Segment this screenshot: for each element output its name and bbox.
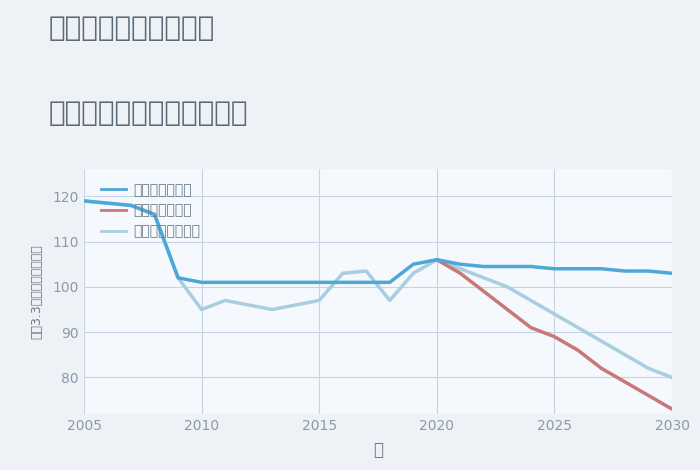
- ノーマルシナリオ: [550, 311, 559, 317]
- ノーマルシナリオ: [127, 203, 135, 208]
- ノーマルシナリオ: [480, 275, 488, 281]
- ノーマルシナリオ: [597, 338, 606, 344]
- グッドシナリオ: [174, 275, 182, 281]
- ノーマルシナリオ: [339, 270, 347, 276]
- ノーマルシナリオ: [244, 302, 253, 308]
- ノーマルシナリオ: [221, 298, 230, 303]
- ノーマルシナリオ: [291, 302, 300, 308]
- グッドシナリオ: [456, 261, 465, 267]
- ノーマルシナリオ: [362, 268, 370, 274]
- ノーマルシナリオ: [526, 298, 535, 303]
- グッドシナリオ: [597, 266, 606, 272]
- ノーマルシナリオ: [197, 307, 206, 313]
- ノーマルシナリオ: [644, 366, 652, 371]
- バッドシナリオ: [597, 366, 606, 371]
- バッドシナリオ: [503, 307, 512, 313]
- グッドシナリオ: [409, 261, 417, 267]
- バッドシナリオ: [456, 270, 465, 276]
- Line: ノーマルシナリオ: ノーマルシナリオ: [84, 201, 672, 377]
- バッドシナリオ: [621, 379, 629, 385]
- ノーマルシナリオ: [668, 375, 676, 380]
- バッドシナリオ: [574, 347, 582, 353]
- ノーマルシナリオ: [456, 266, 465, 272]
- グッドシナリオ: [433, 257, 441, 263]
- グッドシナリオ: [268, 280, 277, 285]
- ノーマルシナリオ: [409, 270, 417, 276]
- ノーマルシナリオ: [315, 298, 323, 303]
- ノーマルシナリオ: [621, 352, 629, 358]
- バッドシナリオ: [644, 392, 652, 398]
- ノーマルシナリオ: [574, 325, 582, 330]
- グッドシナリオ: [574, 266, 582, 272]
- グッドシナリオ: [621, 268, 629, 274]
- グッドシナリオ: [315, 280, 323, 285]
- ノーマルシナリオ: [503, 284, 512, 290]
- Y-axis label: 坪（3.3㎡）単価（万円）: 坪（3.3㎡）単価（万円）: [31, 244, 43, 339]
- グッドシナリオ: [80, 198, 88, 204]
- バッドシナリオ: [433, 257, 441, 263]
- ノーマルシナリオ: [433, 257, 441, 263]
- グッドシナリオ: [644, 268, 652, 274]
- グッドシナリオ: [221, 280, 230, 285]
- グッドシナリオ: [150, 212, 159, 217]
- グッドシナリオ: [127, 203, 135, 208]
- バッドシナリオ: [550, 334, 559, 339]
- ノーマルシナリオ: [386, 298, 394, 303]
- Line: バッドシナリオ: バッドシナリオ: [437, 260, 672, 409]
- グッドシナリオ: [339, 280, 347, 285]
- グッドシナリオ: [480, 264, 488, 269]
- バッドシナリオ: [480, 289, 488, 294]
- グッドシナリオ: [526, 264, 535, 269]
- ノーマルシナリオ: [80, 198, 88, 204]
- Text: 中古マンションの価格推移: 中古マンションの価格推移: [49, 99, 248, 127]
- X-axis label: 年: 年: [373, 441, 383, 460]
- バッドシナリオ: [526, 325, 535, 330]
- グッドシナリオ: [550, 266, 559, 272]
- Text: 奈良県橿原市忌部町の: 奈良県橿原市忌部町の: [49, 14, 216, 42]
- ノーマルシナリオ: [268, 307, 277, 313]
- バッドシナリオ: [668, 406, 676, 412]
- Legend: グッドシナリオ, バッドシナリオ, ノーマルシナリオ: グッドシナリオ, バッドシナリオ, ノーマルシナリオ: [97, 179, 204, 243]
- グッドシナリオ: [291, 280, 300, 285]
- グッドシナリオ: [362, 280, 370, 285]
- ノーマルシナリオ: [174, 275, 182, 281]
- グッドシナリオ: [668, 270, 676, 276]
- グッドシナリオ: [503, 264, 512, 269]
- ノーマルシナリオ: [150, 212, 159, 217]
- Line: グッドシナリオ: グッドシナリオ: [84, 201, 672, 282]
- グッドシナリオ: [244, 280, 253, 285]
- グッドシナリオ: [386, 280, 394, 285]
- グッドシナリオ: [197, 280, 206, 285]
